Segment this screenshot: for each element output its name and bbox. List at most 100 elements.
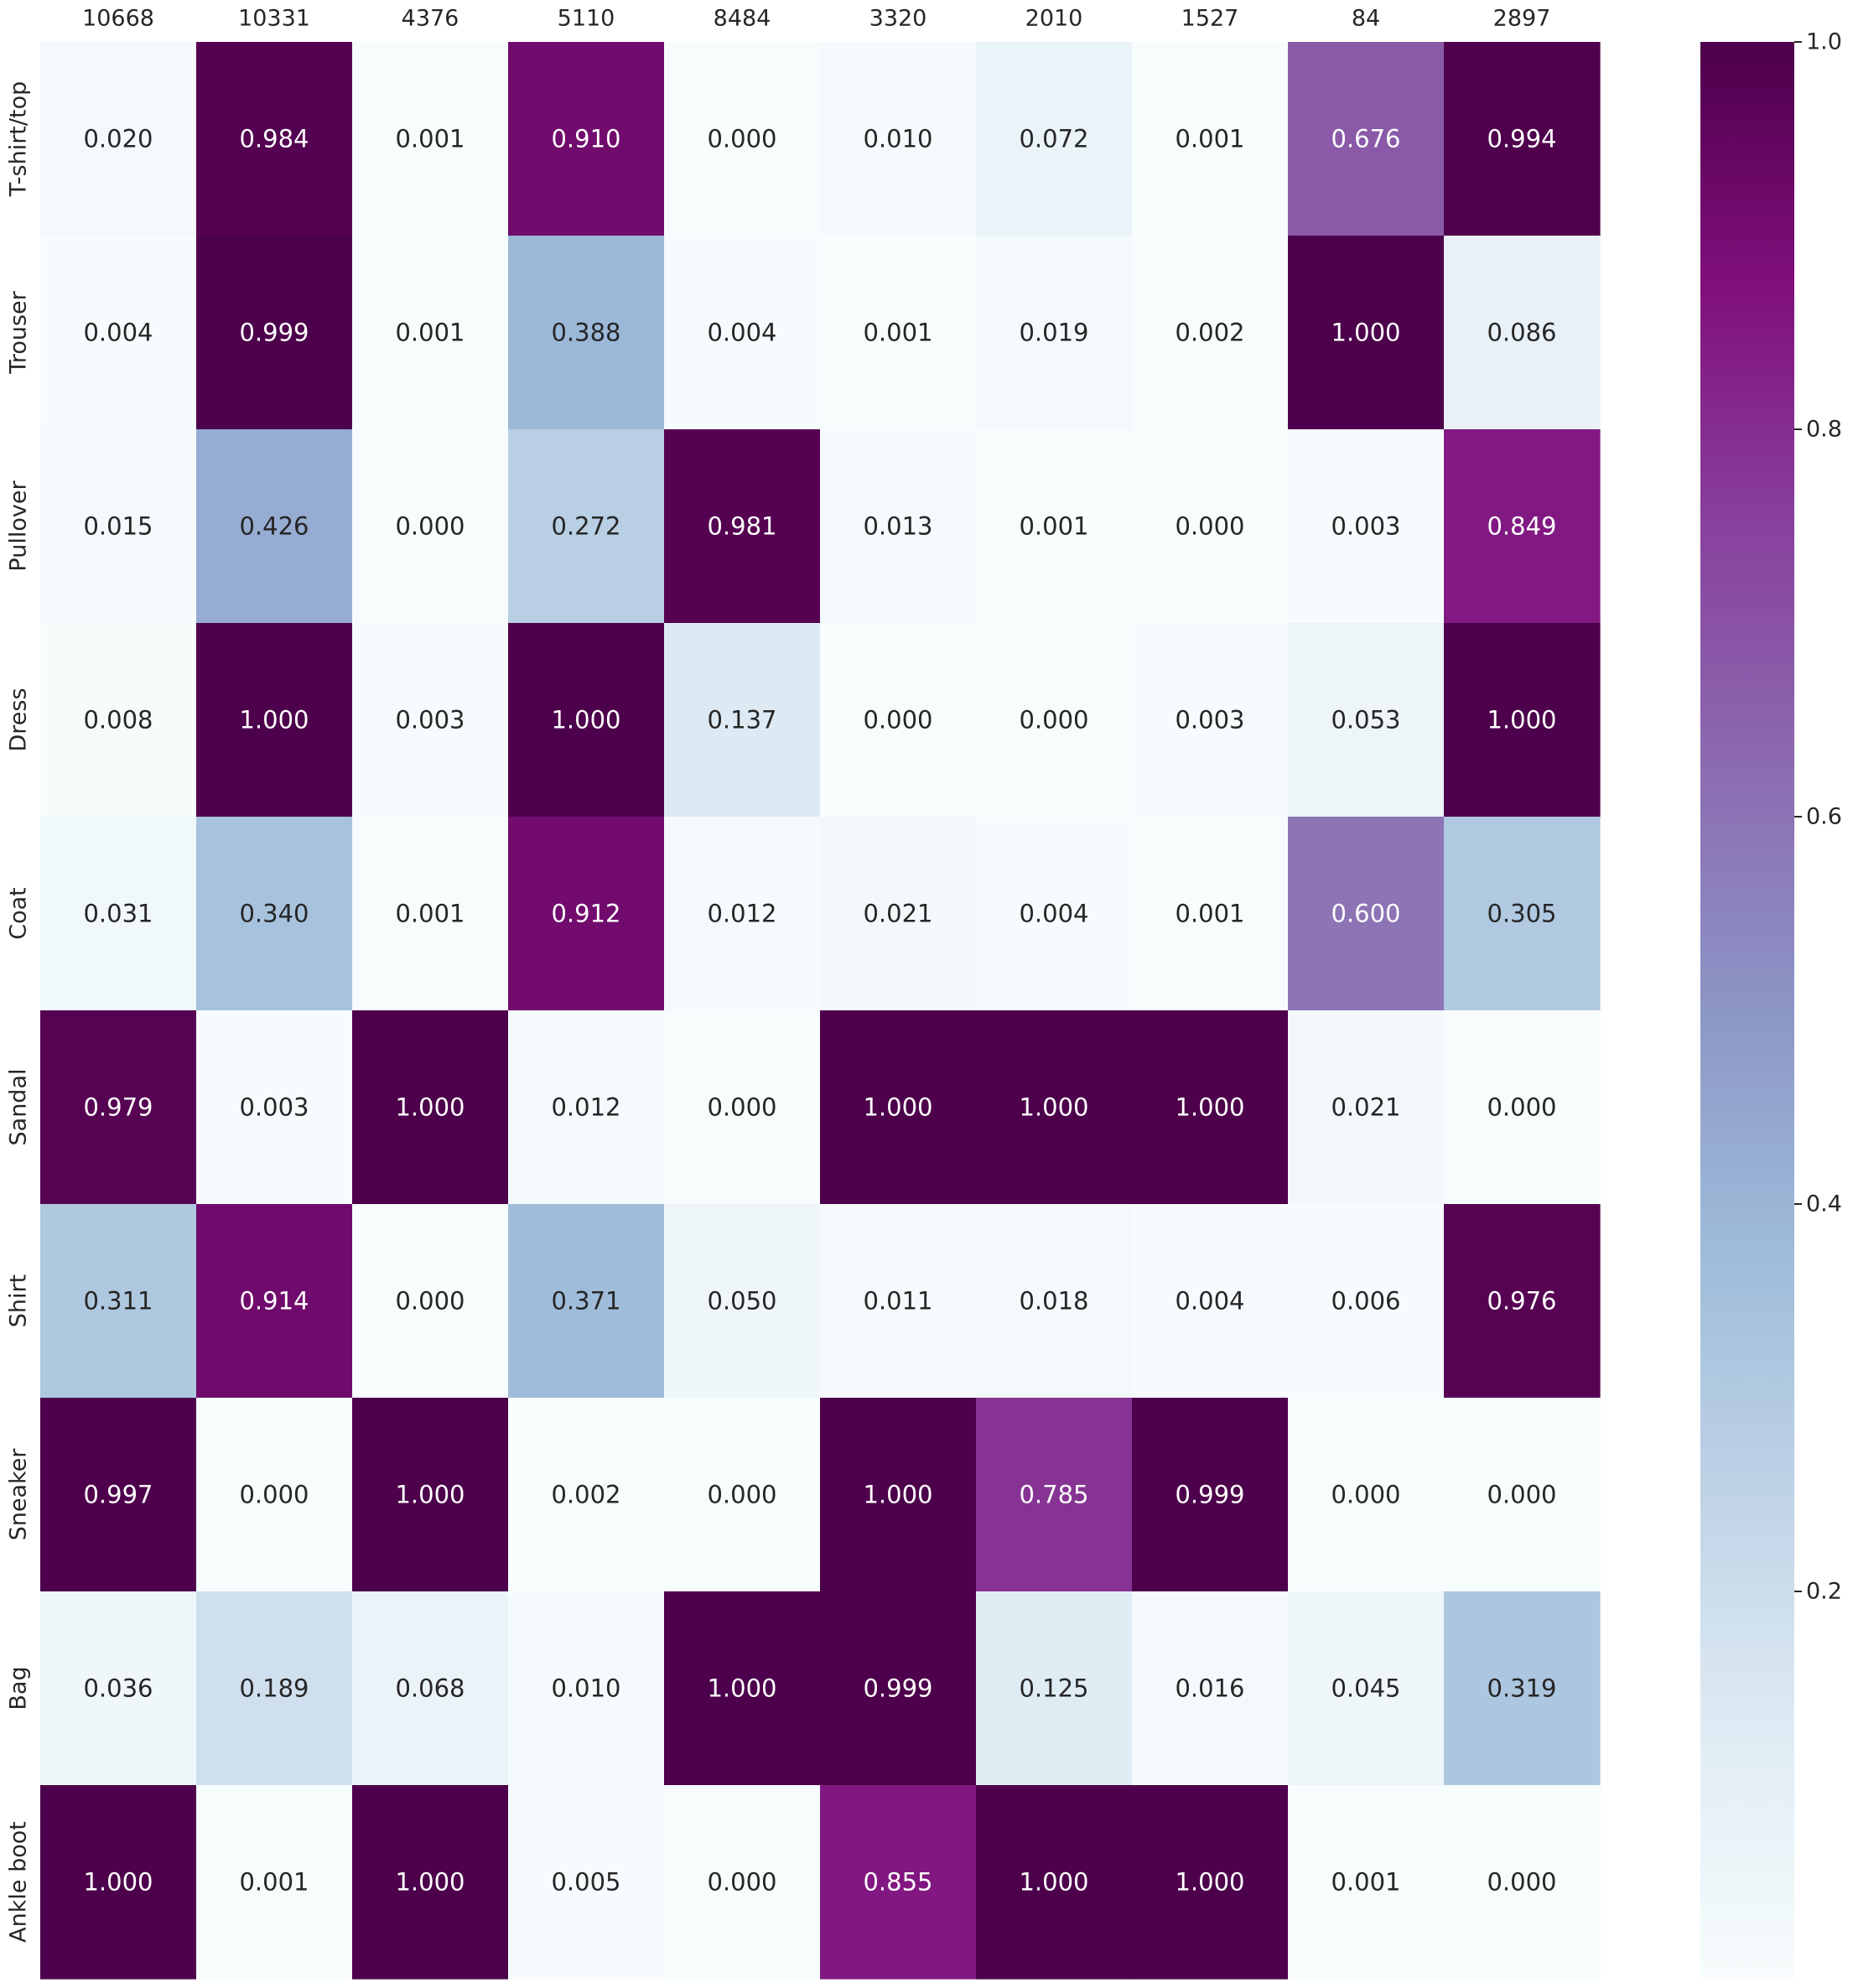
heatmap-cell-dress-1527 xyxy=(1132,623,1289,818)
cell-value-label: 0.012 xyxy=(551,1093,620,1122)
x-axis-ticks: 10668 10331 4376 5110 8484 3320 2010 1527 84 2897 xyxy=(82,6,1550,32)
cell-value-label: 0.000 xyxy=(707,1868,776,1897)
y-tick-label: Pullover xyxy=(6,480,32,572)
heatmap-cell-shirt-1527 xyxy=(1132,1204,1289,1399)
cell-value-label: 0.036 xyxy=(83,1674,153,1703)
heatmap-cell-pullover-1527 xyxy=(1132,429,1289,624)
heatmap-cell-ankle-boot-2010 xyxy=(976,1785,1133,1980)
cell-value-label: 0.000 xyxy=(707,1093,776,1122)
cell-value-label: 0.005 xyxy=(551,1868,620,1897)
cell-value-label: 1.000 xyxy=(1331,319,1400,347)
cell-value-label: 0.426 xyxy=(239,512,309,541)
cell-value-label: 0.001 xyxy=(239,1868,309,1897)
cell-value-label: 0.018 xyxy=(1019,1287,1088,1316)
heatmap-cell-sandal-2010 xyxy=(976,1010,1133,1205)
heatmap-cell-ankle-boot-4376 xyxy=(352,1785,509,1980)
heatmap-cell-coat-2010 xyxy=(976,817,1133,1011)
cell-value-label: 0.053 xyxy=(1331,706,1400,734)
cell-value-label: 0.000 xyxy=(395,1287,465,1316)
cell-value-label: 1.000 xyxy=(863,1093,932,1122)
cell-value-label: 0.003 xyxy=(1175,706,1244,734)
heatmap-cell-bag-10668 xyxy=(40,1591,197,1786)
heatmap-cell-trouser-8484 xyxy=(664,236,821,430)
cell-value-label: 0.855 xyxy=(863,1868,932,1897)
cell-value-label: 0.000 xyxy=(1487,1481,1556,1509)
heatmap-cell-bag-5110 xyxy=(508,1591,665,1786)
cell-value-label: 0.003 xyxy=(395,706,465,734)
cell-value-label: 0.000 xyxy=(1019,706,1088,734)
colorbar-tick-label: 0.2 xyxy=(1806,1579,1842,1605)
cell-value-label: 0.984 xyxy=(239,125,309,153)
cell-value-label: 0.000 xyxy=(707,1481,776,1509)
heatmap-cell-sneaker-84 xyxy=(1288,1398,1445,1592)
heatmap-cell-sneaker-5110 xyxy=(508,1398,665,1592)
cell-value-label: 0.006 xyxy=(1331,1287,1400,1316)
cell-value-label: 0.914 xyxy=(239,1287,309,1316)
heatmap-cell-pullover-10668 xyxy=(40,429,197,624)
cell-value-label: 0.003 xyxy=(239,1093,309,1122)
cell-value-label: 0.910 xyxy=(551,125,620,153)
heatmap-cell-shirt-3320 xyxy=(820,1204,977,1399)
cell-value-label: 1.000 xyxy=(1019,1868,1088,1897)
colorbar-tick-label: 0.8 xyxy=(1806,417,1842,443)
x-tick-label: 4376 xyxy=(402,6,459,32)
heatmap-cell-ankle-boot-3320 xyxy=(820,1785,977,1980)
heatmap-cell-ankle-boot-2897 xyxy=(1444,1785,1601,1980)
cell-value-label: 0.272 xyxy=(551,512,620,541)
heatmap-cell-bag-3320 xyxy=(820,1591,977,1786)
cell-value-label: 0.021 xyxy=(1331,1093,1400,1122)
cell-value-label: 0.004 xyxy=(1175,1287,1244,1316)
y-tick-label: Trouser xyxy=(6,290,32,374)
heatmap-cell-sneaker-10331 xyxy=(196,1398,353,1592)
heatmap-cell-sandal-2897 xyxy=(1444,1010,1601,1205)
cell-value-label: 0.849 xyxy=(1487,512,1556,541)
cell-value-label: 1.000 xyxy=(395,1481,465,1509)
heatmap-cell-coat-8484 xyxy=(664,817,821,1011)
heatmap-cell-pullover-84 xyxy=(1288,429,1445,624)
heatmap-cell-shirt-5110 xyxy=(508,1204,665,1399)
x-tick-label: 2897 xyxy=(1493,6,1551,32)
cell-value-label: 0.001 xyxy=(395,319,465,347)
cell-value-label: 0.000 xyxy=(1487,1093,1556,1122)
cell-value-label: 0.388 xyxy=(551,319,620,347)
cell-value-label: 0.785 xyxy=(1019,1481,1088,1509)
colorbar-tick-label: 1.0 xyxy=(1806,29,1842,55)
heatmap-cell-trouser-10668 xyxy=(40,236,197,430)
heatmap-cell-coat-3320 xyxy=(820,817,977,1011)
cell-value-label: 0.319 xyxy=(1487,1674,1556,1703)
cell-value-label: 0.002 xyxy=(1175,319,1244,347)
cell-value-label: 0.001 xyxy=(1019,512,1088,541)
heatmap-cell-dress-84 xyxy=(1288,623,1445,818)
cell-value-label: 0.001 xyxy=(1331,1868,1400,1897)
cell-value-labels: 0.020 0.984 0.001 0.910 0.000 0.010 0.072 0.001… xyxy=(83,125,1556,1897)
heatmap-cell-t-shirt-top-5110 xyxy=(508,42,665,236)
cell-value-label: 0.311 xyxy=(83,1287,153,1316)
y-tick-label: Sandal xyxy=(6,1069,32,1146)
cell-value-label: 0.997 xyxy=(83,1481,153,1509)
heatmap-cell-t-shirt-top-3320 xyxy=(820,42,977,236)
heatmap-cell-pullover-3320 xyxy=(820,429,977,624)
cell-value-label: 0.999 xyxy=(863,1674,932,1703)
cell-value-label: 0.001 xyxy=(395,125,465,153)
cell-value-label: 0.000 xyxy=(239,1481,309,1509)
cell-value-label: 1.000 xyxy=(1487,706,1556,734)
cell-value-label: 1.000 xyxy=(83,1868,153,1897)
cell-value-label: 0.999 xyxy=(1175,1481,1244,1509)
cell-value-label: 0.340 xyxy=(239,900,309,928)
heatmap-cell-coat-10668 xyxy=(40,817,197,1011)
heatmap-cell-coat-4376 xyxy=(352,817,509,1011)
heatmap-cell-ankle-boot-1527 xyxy=(1132,1785,1289,1980)
heatmap-cell-ankle-boot-8484 xyxy=(664,1785,821,1980)
cell-value-label: 0.001 xyxy=(1175,900,1244,928)
heatmap-cell-coat-10331 xyxy=(196,817,353,1011)
x-tick-label: 5110 xyxy=(558,6,615,32)
cell-value-label: 0.004 xyxy=(83,319,153,347)
cell-value-label: 0.000 xyxy=(1175,512,1244,541)
heatmap-cell-t-shirt-top-10668 xyxy=(40,42,197,236)
x-tick-label: 2010 xyxy=(1025,6,1083,32)
cell-value-label: 1.000 xyxy=(551,706,620,734)
heatmap-cell-trouser-2010 xyxy=(976,236,1133,430)
heatmap-cell-ankle-boot-84 xyxy=(1288,1785,1445,1980)
cell-value-label: 0.021 xyxy=(863,900,932,928)
cell-value-label: 0.019 xyxy=(1019,319,1088,347)
